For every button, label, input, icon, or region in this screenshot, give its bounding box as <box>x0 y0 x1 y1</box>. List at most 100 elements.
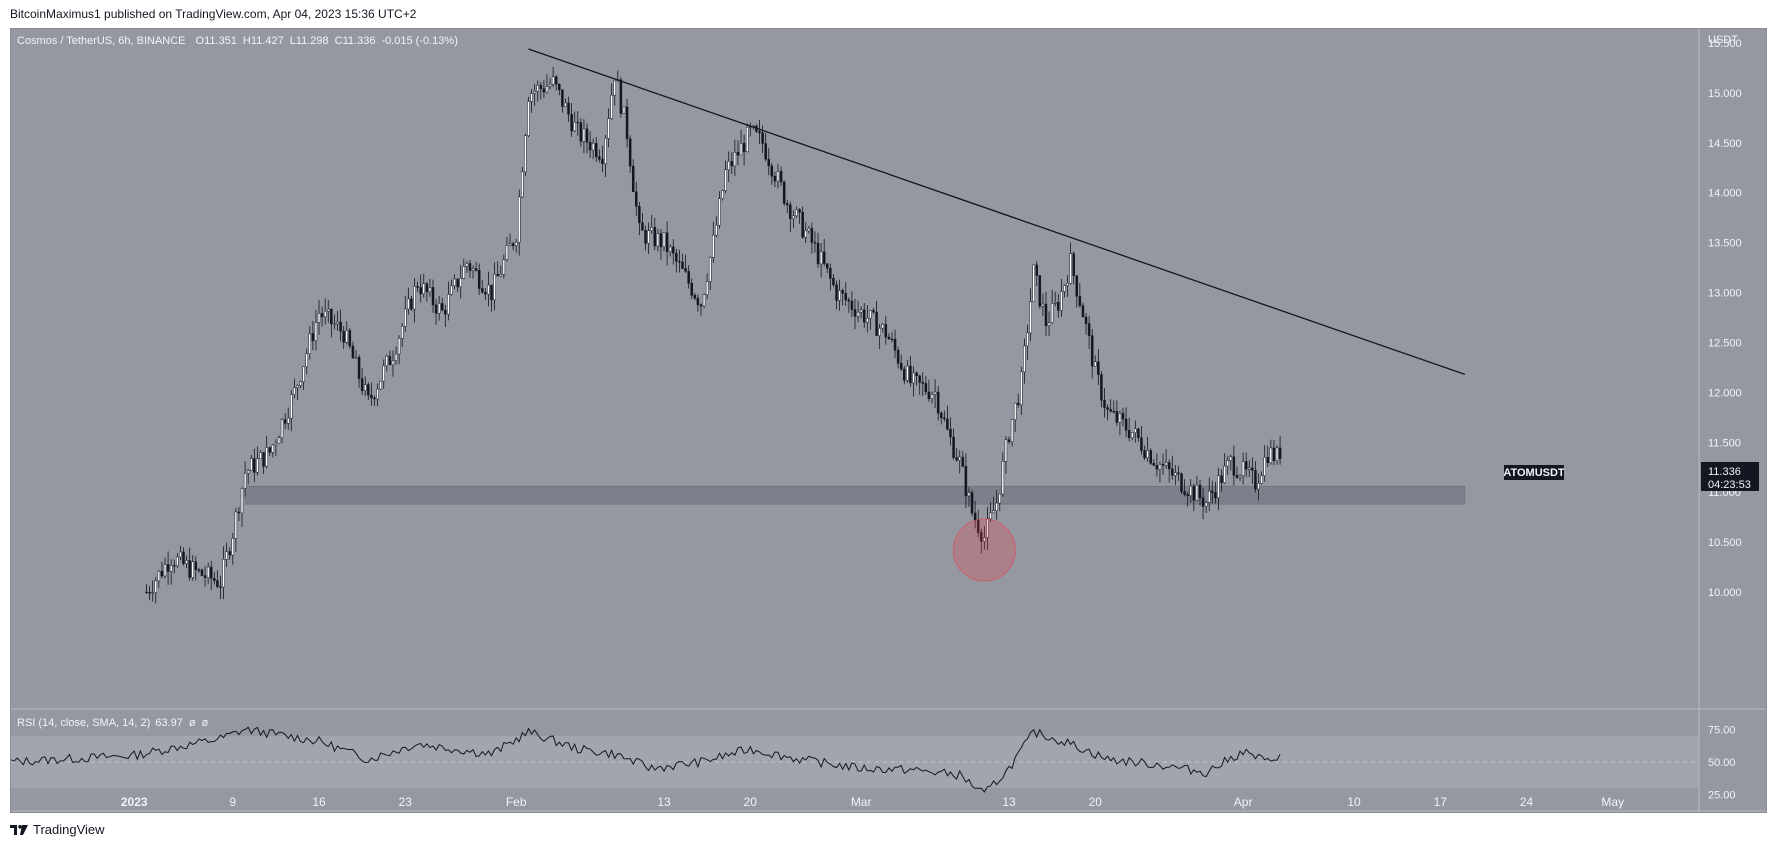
rsi-legend[interactable]: RSI (14, close, SMA, 14, 2) 63.97 ø ø <box>17 717 209 729</box>
candle <box>1186 494 1189 497</box>
candle <box>635 191 638 207</box>
candle <box>1100 374 1103 401</box>
candle <box>1032 264 1035 302</box>
candle <box>481 288 484 293</box>
countdown-label: 04:23:53 <box>1708 479 1751 491</box>
candle <box>305 353 308 367</box>
candle <box>1220 475 1223 484</box>
candle <box>1171 468 1174 476</box>
candle <box>474 268 478 271</box>
price-pane[interactable] <box>11 29 1699 709</box>
candle <box>668 246 672 252</box>
candle <box>638 206 641 224</box>
candle <box>1189 485 1193 497</box>
candle <box>173 565 176 567</box>
candle <box>573 121 576 132</box>
candle <box>234 511 238 539</box>
candle <box>345 330 349 343</box>
candle <box>1010 419 1014 442</box>
tradingview-logo-icon <box>10 824 28 835</box>
candle <box>693 295 697 299</box>
tradingview-logo[interactable]: TradingView <box>10 822 105 837</box>
candle <box>850 300 854 310</box>
candle <box>551 76 555 85</box>
candle <box>847 299 851 302</box>
candle <box>545 86 549 93</box>
candle <box>943 417 946 420</box>
candle <box>296 385 299 388</box>
candle <box>505 245 509 260</box>
candle <box>542 88 546 93</box>
candle <box>206 566 210 578</box>
candle <box>807 228 811 232</box>
bottom-highlight-circle[interactable] <box>952 518 1016 582</box>
chart-frame[interactable]: 75.00 50.00 25.00 15.500 15.000 14.500 14.000… <box>10 28 1767 813</box>
candle <box>394 353 398 361</box>
chart-legend[interactable]: Cosmos / TetherUS, 6h, BINANCE O11.351 H11… <box>17 35 458 47</box>
candle <box>179 551 182 558</box>
candle <box>1201 497 1205 507</box>
candle <box>539 85 543 89</box>
candle <box>320 313 324 318</box>
candle <box>792 215 795 219</box>
time-tick-label: 20 <box>1089 795 1103 809</box>
support-zone[interactable] <box>244 485 1466 505</box>
candle <box>1232 456 1236 476</box>
candle <box>903 368 906 381</box>
candle <box>471 268 475 271</box>
candle <box>333 323 336 325</box>
candle <box>936 391 940 414</box>
candle <box>853 309 857 317</box>
candle <box>367 384 370 396</box>
candle <box>1269 447 1273 463</box>
candle <box>357 357 361 379</box>
candle <box>293 387 296 395</box>
candle <box>484 291 487 295</box>
candle <box>924 383 928 393</box>
candle <box>724 169 727 191</box>
candle <box>1044 303 1048 327</box>
candle <box>209 566 213 579</box>
resistance-trendline[interactable] <box>528 48 1466 376</box>
candle <box>1164 462 1168 466</box>
candle <box>782 181 786 204</box>
candle <box>733 152 737 167</box>
candle <box>1084 316 1088 324</box>
candle <box>856 311 860 317</box>
candle <box>1020 371 1023 406</box>
price-tick-label: 15.000 <box>1708 88 1742 100</box>
candle <box>730 161 734 167</box>
candle <box>625 106 629 140</box>
candle <box>1038 275 1042 307</box>
candle <box>428 287 432 293</box>
candle <box>998 493 1002 504</box>
candle <box>1118 413 1122 423</box>
candle <box>277 437 281 444</box>
candle <box>681 261 684 269</box>
candle <box>764 143 767 160</box>
candle <box>339 321 342 332</box>
publisher-name[interactable]: BitcoinMaximus1 <box>10 7 101 21</box>
candle <box>185 560 188 564</box>
candle <box>1081 305 1085 318</box>
candle <box>878 327 881 336</box>
candle <box>1211 490 1214 493</box>
footer: TradingView <box>0 813 1777 845</box>
low-value: 11.298 <box>296 35 329 47</box>
candle <box>558 83 561 91</box>
candle <box>859 309 863 313</box>
time-tick-label: May <box>1601 795 1624 809</box>
open-label: O <box>196 35 205 47</box>
chart-canvas[interactable]: 75.00 50.00 25.00 15.500 15.000 14.500 14.000… <box>11 29 1766 812</box>
candle <box>1248 467 1251 470</box>
candle <box>718 198 721 226</box>
candle <box>499 274 503 277</box>
candle <box>958 456 961 461</box>
candle <box>564 102 567 107</box>
rsi-extra1: ø <box>189 717 196 729</box>
candle <box>1013 402 1017 420</box>
candle <box>989 512 992 520</box>
candle <box>949 428 952 438</box>
candle <box>228 551 231 556</box>
candle <box>487 284 490 295</box>
